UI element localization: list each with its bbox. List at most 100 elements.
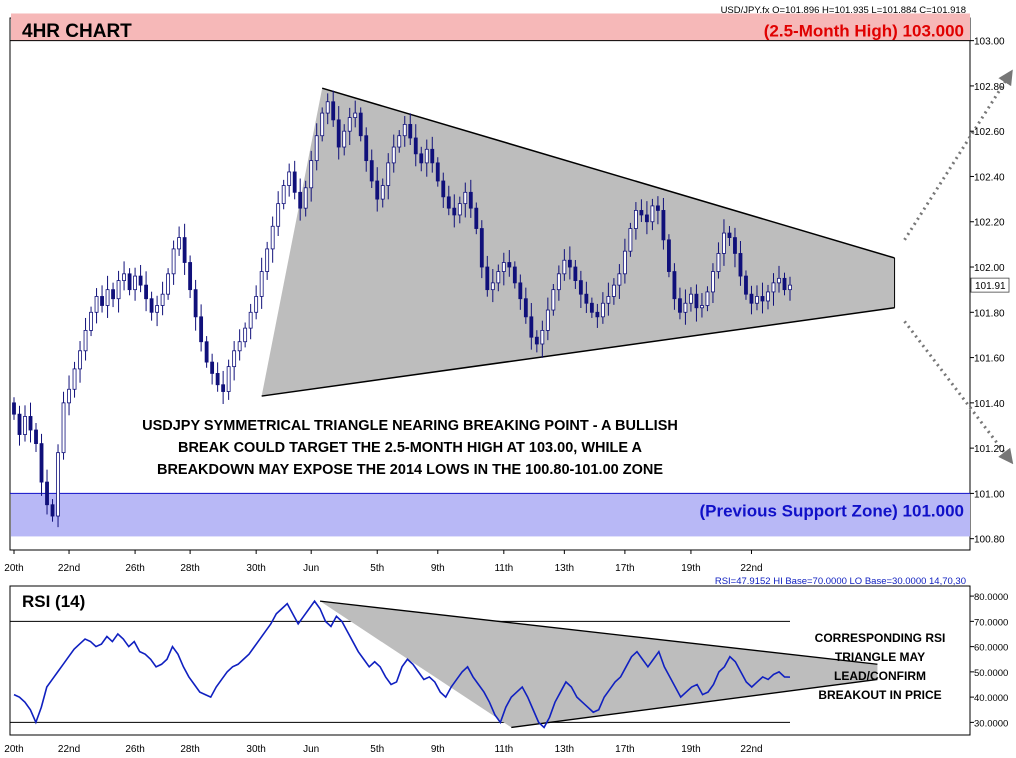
rsi-x-tick-label: 19th — [681, 744, 700, 755]
candle — [562, 249, 567, 281]
price-chart-title: 4HR CHART — [22, 21, 132, 42]
candle — [56, 444, 60, 528]
candle-body — [380, 185, 385, 200]
candle — [755, 285, 759, 311]
candle — [17, 405, 22, 446]
rsi-y-tick-label: 60.0000 — [974, 643, 1008, 654]
candle — [303, 180, 308, 217]
candle-body — [452, 207, 457, 216]
candle-body — [771, 282, 776, 293]
candle-body — [292, 171, 297, 193]
price-x-tick-label: 22nd — [58, 563, 80, 574]
candle — [534, 330, 539, 353]
candle-body — [633, 210, 638, 229]
candle — [545, 297, 550, 341]
candle-body — [17, 413, 22, 435]
candle — [435, 157, 440, 187]
candle-body — [287, 171, 292, 186]
candle — [353, 100, 358, 128]
rsi-y-tick-label: 80.0000 — [974, 592, 1008, 603]
candle — [61, 391, 66, 460]
candle-body — [116, 280, 121, 300]
candle-body — [782, 277, 787, 291]
price-x-tick-label: 22nd — [740, 563, 762, 574]
rsi-panel: 30.0000 40.0000 50.0000 60.0000 70.0000 80.00… — [4, 576, 1008, 755]
rsi-title: RSI (14) — [22, 592, 85, 611]
candle-body — [105, 289, 110, 306]
candle — [474, 202, 479, 235]
candle-body — [402, 124, 407, 137]
last-price-box — [970, 277, 1010, 293]
price-x-tick-label: 26th — [125, 563, 144, 574]
candle-body — [89, 311, 93, 331]
candle-body — [12, 402, 16, 415]
candle-body — [749, 293, 754, 304]
candle-body — [369, 160, 374, 182]
candle — [463, 182, 468, 218]
candle-body — [667, 239, 671, 272]
candle — [331, 90, 336, 127]
bullish-projection-arrow — [903, 69, 1013, 241]
candle-body — [320, 112, 325, 137]
price-y-tick-label: 100.80 — [974, 535, 1005, 546]
candle-body — [523, 298, 528, 318]
candle — [744, 270, 748, 300]
candle-body — [600, 302, 605, 318]
rsi-x-tick-label: 28th — [180, 744, 199, 755]
candle — [639, 199, 644, 222]
candle — [628, 222, 633, 257]
candle — [777, 265, 781, 293]
candle-body — [567, 259, 572, 268]
candle-body — [265, 248, 270, 272]
candle-body — [314, 135, 319, 162]
candle — [50, 499, 55, 522]
candle — [221, 370, 226, 404]
candle — [182, 223, 187, 275]
price-x-tick-label: 11th — [494, 563, 513, 574]
candle — [733, 227, 737, 268]
candle-body — [23, 416, 27, 435]
candle — [45, 469, 49, 515]
candle-body — [188, 262, 193, 291]
candle — [457, 196, 462, 224]
resistance-zone-label: (2.5-Month High) 103.000 — [764, 21, 964, 40]
candle — [254, 285, 259, 320]
candle-body — [760, 296, 765, 302]
price-x-tick-label: 30th — [246, 563, 265, 574]
candle — [199, 304, 204, 352]
candle — [210, 353, 215, 385]
candle-body — [705, 291, 710, 306]
candle-body — [617, 273, 622, 286]
candle — [336, 106, 341, 160]
candle-body — [28, 416, 33, 431]
price-x-tick-label: 9th — [431, 563, 445, 574]
candle-body — [650, 205, 655, 223]
rsi-x-tick-label: 5th — [370, 744, 384, 755]
candle-body — [309, 160, 314, 189]
candle-body — [496, 271, 501, 284]
candle — [320, 107, 325, 142]
candle-body — [661, 210, 666, 241]
candle — [193, 279, 198, 331]
triangle-lower-line — [261, 307, 895, 397]
rsi-x-tick-label: 9th — [431, 744, 445, 755]
price-triangle-fill — [261, 88, 895, 397]
rsi-series-line — [13, 599, 791, 729]
candle — [386, 153, 391, 200]
candle — [716, 242, 721, 279]
candle — [402, 116, 407, 147]
candle-body — [540, 330, 545, 345]
candle-body — [336, 119, 341, 148]
triangle-upper-line — [321, 87, 895, 259]
candle — [177, 226, 182, 256]
candle — [578, 270, 583, 308]
candle — [133, 267, 137, 301]
candle — [72, 361, 77, 398]
candle — [270, 216, 275, 263]
candle-body — [694, 293, 699, 309]
candle-body — [408, 124, 413, 139]
rsi-x-tick-label: 22nd — [740, 744, 762, 755]
candle-body — [34, 429, 38, 445]
candle-body — [678, 298, 682, 313]
